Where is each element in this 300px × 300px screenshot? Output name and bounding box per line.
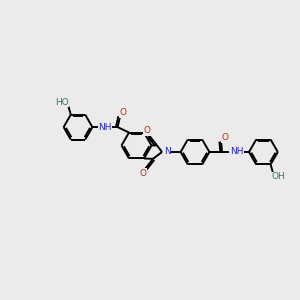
Text: O: O [119, 108, 127, 117]
Text: NH: NH [98, 123, 112, 132]
Text: O: O [221, 133, 229, 142]
Text: NH: NH [230, 148, 243, 157]
Text: HO: HO [55, 98, 69, 107]
Text: O: O [140, 169, 147, 178]
Text: N: N [164, 148, 171, 157]
Text: O: O [143, 126, 150, 135]
Text: OH: OH [272, 172, 285, 181]
